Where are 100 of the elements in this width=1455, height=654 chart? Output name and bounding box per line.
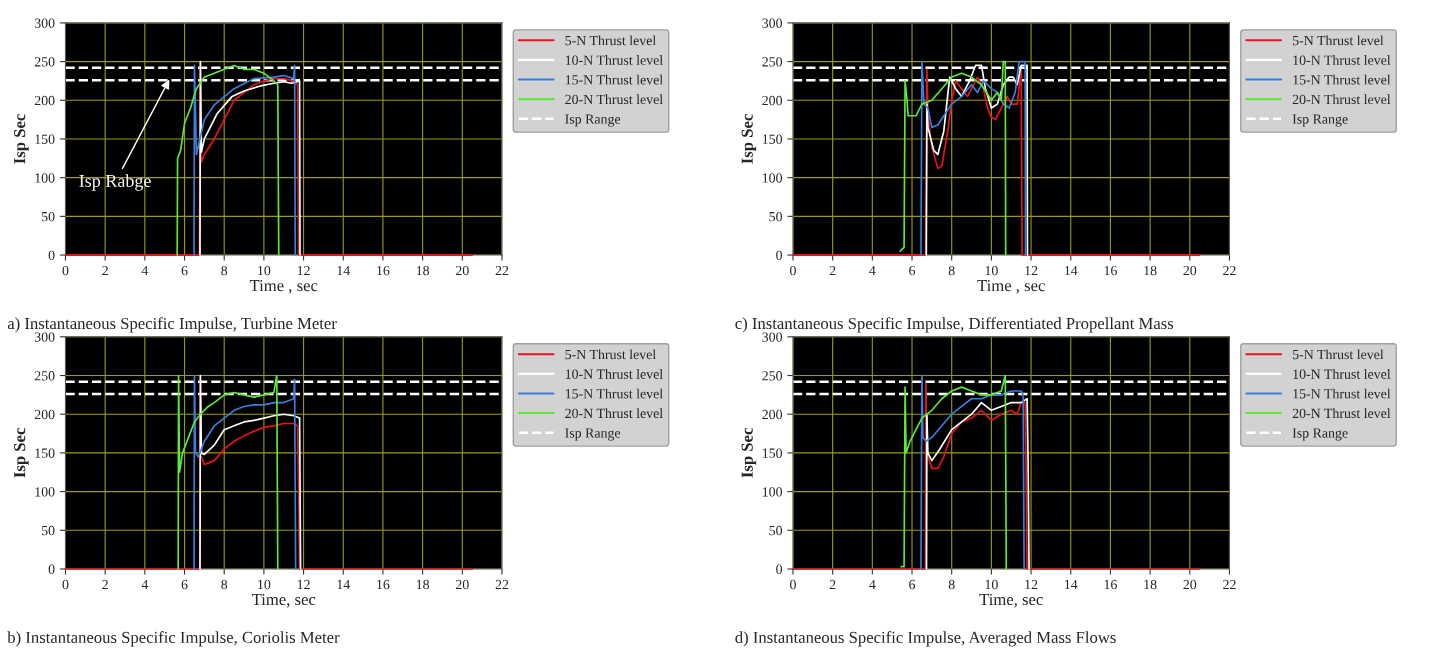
legend-label: 5-N Thrust level	[565, 349, 656, 360]
x-tick-label: 2	[102, 265, 108, 276]
y-tick-label: 100	[35, 173, 55, 183]
x-tick-label: 18	[1144, 265, 1157, 276]
x-tick-label: 22	[1223, 579, 1236, 590]
y-tick-label: 300	[34, 332, 55, 342]
x-tick-label: 22	[1223, 265, 1236, 276]
x-tick-label: 2	[829, 265, 836, 276]
x-axis-title: Time, sec	[979, 593, 1043, 608]
line-series	[177, 374, 279, 570]
line-series	[792, 382, 1201, 570]
x-tick-label: 22	[495, 579, 509, 590]
x-tick-label: 16	[1104, 265, 1117, 276]
y-axis-title: Isp Sec	[741, 114, 757, 164]
x-tick-label: 4	[869, 579, 876, 590]
y-tick-label: 0	[48, 250, 55, 261]
x-tick-label: 6	[181, 265, 188, 276]
legend-label: 5-N Thrust level	[1292, 35, 1384, 46]
text: d) Instantaneous Specific Impulse, Averaged Mass Flows	[735, 631, 1116, 647]
y-tick-label: 250	[34, 57, 55, 67]
y-tick-label: 250	[34, 371, 55, 381]
legend-label: 15-N Thrust level	[1293, 74, 1391, 85]
legend-label: 10-N Thrust level	[565, 55, 663, 65]
x-tick-label: 6	[909, 265, 916, 276]
line-series	[176, 64, 280, 256]
y-tick-label: 200	[762, 95, 783, 106]
line-series	[899, 60, 1007, 256]
line-series	[925, 397, 1030, 570]
x-tick-label: 14	[1065, 579, 1078, 590]
line-series	[792, 68, 1201, 256]
legend-label: 20-N Thrust level	[565, 408, 663, 419]
x-tick-label: 10	[985, 265, 998, 276]
y-tick-label: 200	[34, 95, 55, 106]
y-tick-label: 200	[34, 409, 55, 420]
y-tick-label: 50	[769, 211, 783, 222]
x-tick-label: 20	[455, 579, 469, 590]
legend-label: Isp Range	[565, 428, 621, 441]
legend-label: 10-N Thrust level	[565, 369, 663, 379]
x-tick-label: 18	[416, 579, 430, 590]
x-tick-label: 6	[909, 579, 916, 590]
y-tick-label: 300	[762, 18, 783, 28]
x-tick-label: 20	[1183, 265, 1197, 276]
x-tick-label: 20	[1183, 579, 1197, 590]
y-tick-label: 250	[762, 57, 783, 67]
y-tick-label: 150	[35, 134, 55, 144]
x-tick-label: 4	[869, 265, 876, 276]
y-axis-title: Isp Sec	[741, 428, 757, 478]
x-tick-label: 16	[1104, 579, 1117, 590]
legend-label: 15-N Thrust level	[1293, 388, 1391, 399]
legend-label: 20-N Thrust level	[1292, 408, 1391, 419]
y-tick-label: 100	[762, 487, 783, 497]
y-tick-label: 0	[776, 250, 783, 261]
legend-label: Isp Range	[565, 114, 621, 127]
y-tick-label: 0	[776, 564, 783, 574]
x-tick-label: 12	[297, 265, 310, 276]
y-tick-label: 50	[769, 525, 783, 536]
y-tick-label: 150	[762, 448, 783, 458]
y-tick-label: 300	[34, 18, 55, 28]
x-tick-label: 10	[985, 579, 998, 590]
x-tick-label: 0	[790, 265, 796, 276]
line-series	[920, 374, 1025, 570]
x-tick-label: 4	[141, 265, 149, 276]
x-tick-label: 22	[495, 265, 509, 276]
annotation: Isp Rabge	[79, 174, 151, 191]
legend-label: 20-N Thrust level	[1292, 94, 1391, 105]
x-tick-label: 18	[416, 265, 430, 276]
y-axis-title: Isp Sec	[14, 114, 29, 164]
legend-label: 10-N Thrust level	[1293, 55, 1391, 65]
text: a) Instantaneous Specific Impulse, Turbine Meter	[7, 317, 337, 333]
legend-label: 5-N Thrust level	[1292, 349, 1384, 360]
text: c) Instantaneous Specific Impulse, Differentiated Propellant Mass	[735, 317, 1174, 333]
x-tick-label: 8	[948, 579, 955, 590]
x-tick-label: 8	[221, 265, 228, 276]
y-tick-label: 150	[35, 448, 55, 458]
x-tick-label: 16	[377, 265, 390, 276]
x-tick-label: 12	[1025, 265, 1038, 276]
legend-label: 5-N Thrust level	[565, 35, 656, 46]
y-tick-label: 50	[41, 525, 55, 536]
y-tick-label: 100	[762, 173, 783, 183]
x-tick-label: 0	[62, 579, 69, 590]
x-tick-label: 2	[102, 579, 108, 590]
y-tick-label: 250	[762, 371, 783, 381]
x-tick-label: 12	[297, 579, 310, 590]
x-axis-title: Time , sec	[977, 279, 1045, 294]
legend-label: 15-N Thrust level	[565, 74, 663, 85]
y-tick-label: 200	[762, 409, 783, 420]
text: b) Instantaneous Specific Impulse, Coriolis Meter	[7, 631, 340, 647]
x-tick-label: 0	[62, 265, 69, 276]
y-tick-label: 50	[41, 211, 55, 222]
x-tick-label: 8	[948, 265, 955, 276]
x-tick-label: 14	[337, 579, 350, 590]
legend-label: 15-N Thrust level	[565, 388, 663, 399]
y-tick-label: 150	[762, 134, 783, 144]
x-tick-label: 10	[258, 265, 271, 276]
x-tick-label: 12	[1025, 579, 1038, 590]
y-axis-title: Isp Sec	[14, 428, 29, 478]
x-tick-label: 6	[181, 579, 188, 590]
x-tick-label: 14	[1065, 265, 1078, 276]
y-tick-label: 0	[48, 564, 55, 574]
x-tick-label: 0	[790, 579, 796, 590]
